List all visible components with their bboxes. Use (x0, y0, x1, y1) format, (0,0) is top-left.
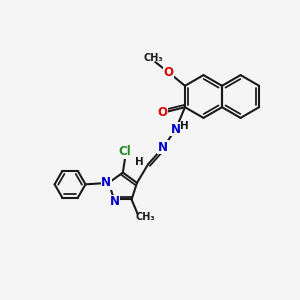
Text: O: O (164, 66, 174, 79)
Text: N: N (101, 176, 111, 189)
Text: H: H (180, 121, 189, 130)
Text: CH₃: CH₃ (135, 212, 155, 222)
Text: H: H (135, 157, 144, 167)
Text: CH₃: CH₃ (144, 52, 164, 63)
Text: N: N (170, 123, 181, 136)
Text: Cl: Cl (119, 145, 132, 158)
Text: N: N (158, 140, 168, 154)
Text: N: N (110, 195, 120, 208)
Text: O: O (157, 106, 167, 119)
